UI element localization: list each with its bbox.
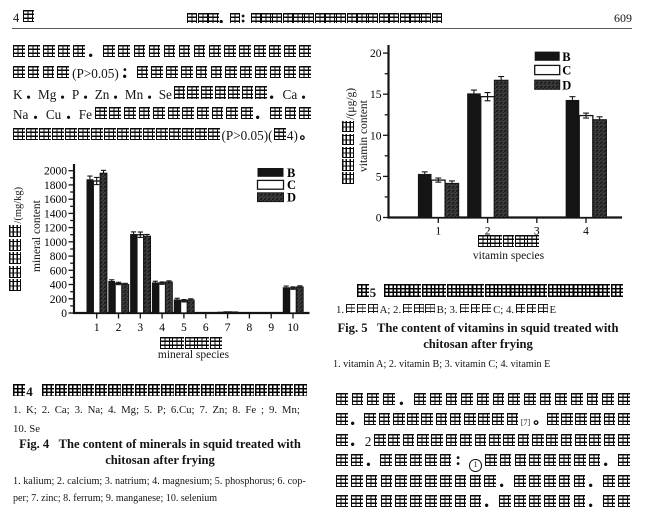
svg-text:10: 10	[287, 322, 299, 334]
svg-text:2000: 2000	[44, 166, 67, 178]
svg-text:C: C	[287, 178, 296, 192]
svg-text:20: 20	[370, 48, 382, 60]
svg-text:0: 0	[61, 308, 67, 320]
svg-text:B: B	[287, 166, 295, 180]
svg-text:1200: 1200	[44, 223, 67, 235]
svg-text:7: 7	[225, 322, 231, 334]
svg-text:2: 2	[116, 322, 122, 334]
svg-text:9: 9	[268, 322, 274, 334]
svg-text:800: 800	[50, 251, 68, 263]
svg-text:2: 2	[485, 226, 491, 238]
svg-text:6: 6	[203, 322, 209, 334]
svg-text:400: 400	[50, 280, 68, 292]
svg-text:15: 15	[370, 89, 382, 101]
svg-text:8: 8	[247, 322, 253, 334]
svg-text:200: 200	[50, 294, 68, 306]
svg-text:B: B	[562, 50, 570, 64]
svg-text:600: 600	[50, 265, 68, 277]
svg-text:0: 0	[376, 213, 382, 225]
svg-text:1400: 1400	[44, 208, 67, 220]
svg-text:10: 10	[370, 130, 382, 142]
svg-text:1: 1	[94, 322, 100, 334]
svg-text:D: D	[562, 78, 571, 92]
svg-text:1600: 1600	[44, 194, 67, 206]
svg-text:D: D	[287, 191, 296, 205]
svg-text:1800: 1800	[44, 180, 67, 192]
svg-text:5: 5	[376, 171, 382, 183]
svg-text:1000: 1000	[44, 237, 67, 249]
svg-text:5: 5	[181, 322, 187, 334]
svg-text:C: C	[562, 64, 571, 78]
svg-text:4: 4	[583, 226, 589, 238]
svg-text:4: 4	[159, 322, 165, 334]
svg-text:3: 3	[534, 226, 540, 238]
svg-text:1: 1	[435, 226, 441, 238]
svg-text:3: 3	[137, 322, 143, 334]
